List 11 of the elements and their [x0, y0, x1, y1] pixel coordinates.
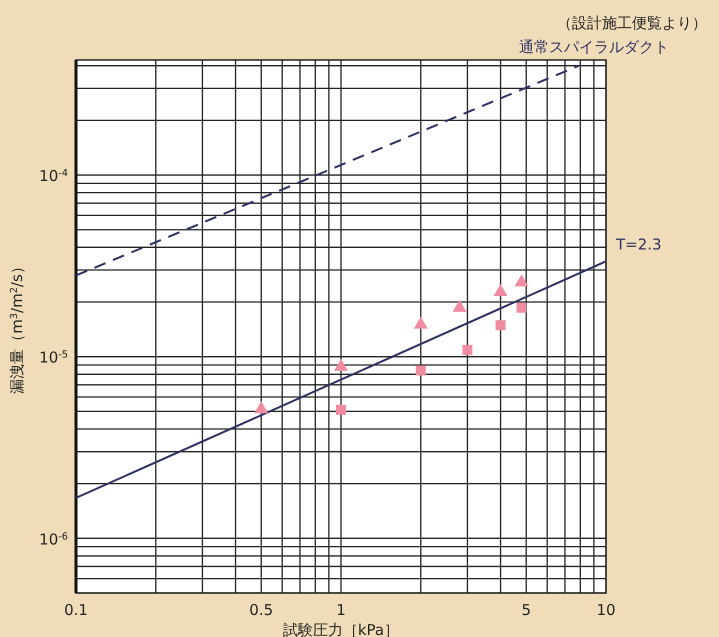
y-tick-label: 10$^{-5}$: [39, 348, 68, 367]
x-tick-label: 1: [336, 601, 346, 619]
x-tick-label: 10: [596, 601, 616, 619]
x-tick-label: 0.1: [64, 601, 88, 619]
text: （設計施工便覧より）: [557, 14, 707, 32]
x-tick-label: 0.5: [249, 601, 274, 619]
series-label: 通常スパイラルダクト: [518, 38, 669, 56]
y-tick-label: 10$^{-4}$: [39, 167, 68, 186]
y-tick-label: 10$^{-6}$: [39, 530, 68, 548]
series-label: T=2.3: [615, 235, 662, 254]
x-tick-label: 5: [521, 601, 531, 619]
